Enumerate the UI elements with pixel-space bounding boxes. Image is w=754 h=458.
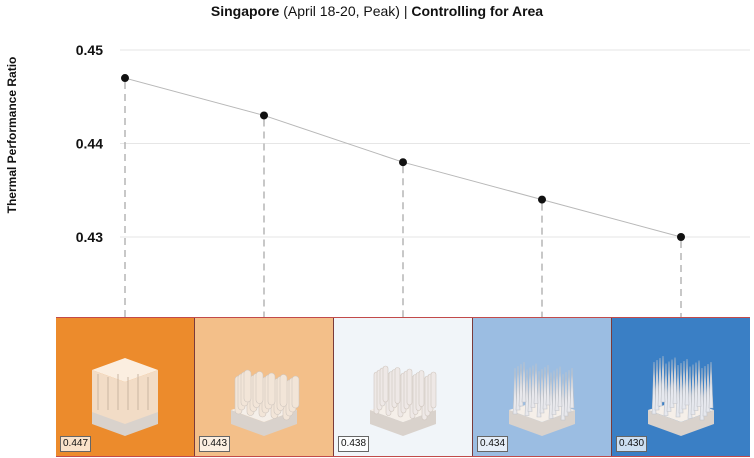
data-point bbox=[538, 195, 546, 204]
panel-value-label: 0.447 bbox=[60, 436, 92, 452]
data-point bbox=[399, 158, 407, 167]
y-tick-label: 0.43 bbox=[76, 229, 103, 245]
panel-value-label: 0.430 bbox=[616, 436, 648, 452]
pin-array-model-graphic bbox=[370, 365, 437, 436]
y-tick-label: 0.44 bbox=[76, 136, 103, 152]
panel-value-label: 0.438 bbox=[338, 436, 370, 452]
data-point bbox=[260, 111, 268, 120]
design-panel-strip: 0.447 0.443 0.438 0.434 0.430 bbox=[56, 317, 750, 457]
y-tick-label: 0.45 bbox=[76, 42, 103, 58]
data-point bbox=[121, 74, 129, 83]
series-line bbox=[124, 77, 682, 238]
panel-value-label: 0.434 bbox=[477, 436, 509, 452]
tall-spike-array-model-graphic bbox=[648, 355, 714, 436]
design-panel: 0.443 bbox=[195, 318, 334, 456]
line-chart: 0.43 0.44 0.45 bbox=[76, 42, 750, 320]
design-panel: 0.438 bbox=[334, 318, 473, 456]
pillar-cluster-model-graphic bbox=[231, 369, 300, 436]
data-point bbox=[677, 233, 685, 241]
design-panel: 0.430 bbox=[612, 318, 750, 456]
panel-value-label: 0.443 bbox=[199, 436, 231, 452]
design-panel: 0.434 bbox=[473, 318, 612, 456]
spike-array-model-graphic bbox=[509, 361, 575, 436]
cracked-block-model-graphic bbox=[92, 358, 158, 436]
chart-title: Singapore (April 18-20, Peak) | Controll… bbox=[210, 3, 544, 19]
design-panel: 0.447 bbox=[56, 318, 195, 456]
